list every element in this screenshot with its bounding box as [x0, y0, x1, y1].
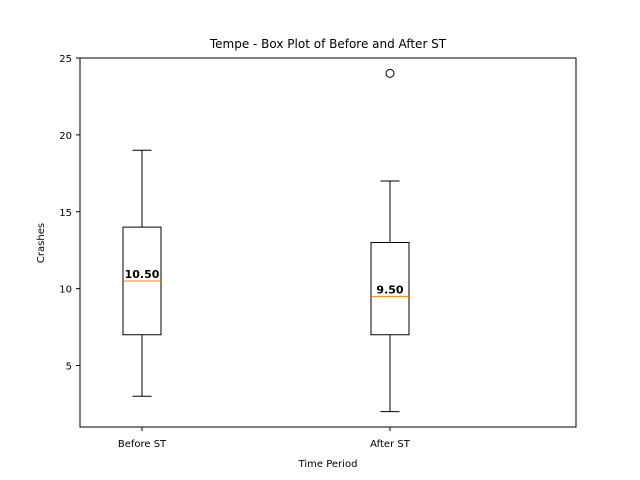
y-tick-label: 20	[59, 131, 72, 142]
x-tick-label: After ST	[370, 439, 411, 450]
boxes-layer: 10.50 9.50	[122, 68, 410, 413]
y-tick-label: 25	[59, 54, 72, 65]
outlier-point	[385, 68, 395, 78]
iqr-box	[370, 242, 410, 336]
x-tick-label: Before ST	[118, 439, 167, 450]
plot-frame	[79, 57, 577, 428]
y-axis-label: Crashes	[36, 223, 47, 263]
y-tick-label: 10	[59, 285, 72, 296]
y-tick-label: 15	[59, 208, 72, 219]
median-value-label: 10.50	[125, 268, 160, 281]
y-axis-ticks: 5 10 15 20 25	[59, 54, 80, 373]
box-group: 10.50	[122, 149, 162, 397]
chart-title: Tempe - Box Plot of Before and After ST	[209, 37, 447, 51]
x-axis-ticks: Before ST After ST	[118, 427, 411, 450]
median-value-label: 9.50	[376, 283, 403, 296]
x-axis-label: Time Period	[298, 459, 358, 470]
y-tick-label: 5	[66, 362, 72, 373]
box-group: 9.50	[370, 68, 410, 413]
